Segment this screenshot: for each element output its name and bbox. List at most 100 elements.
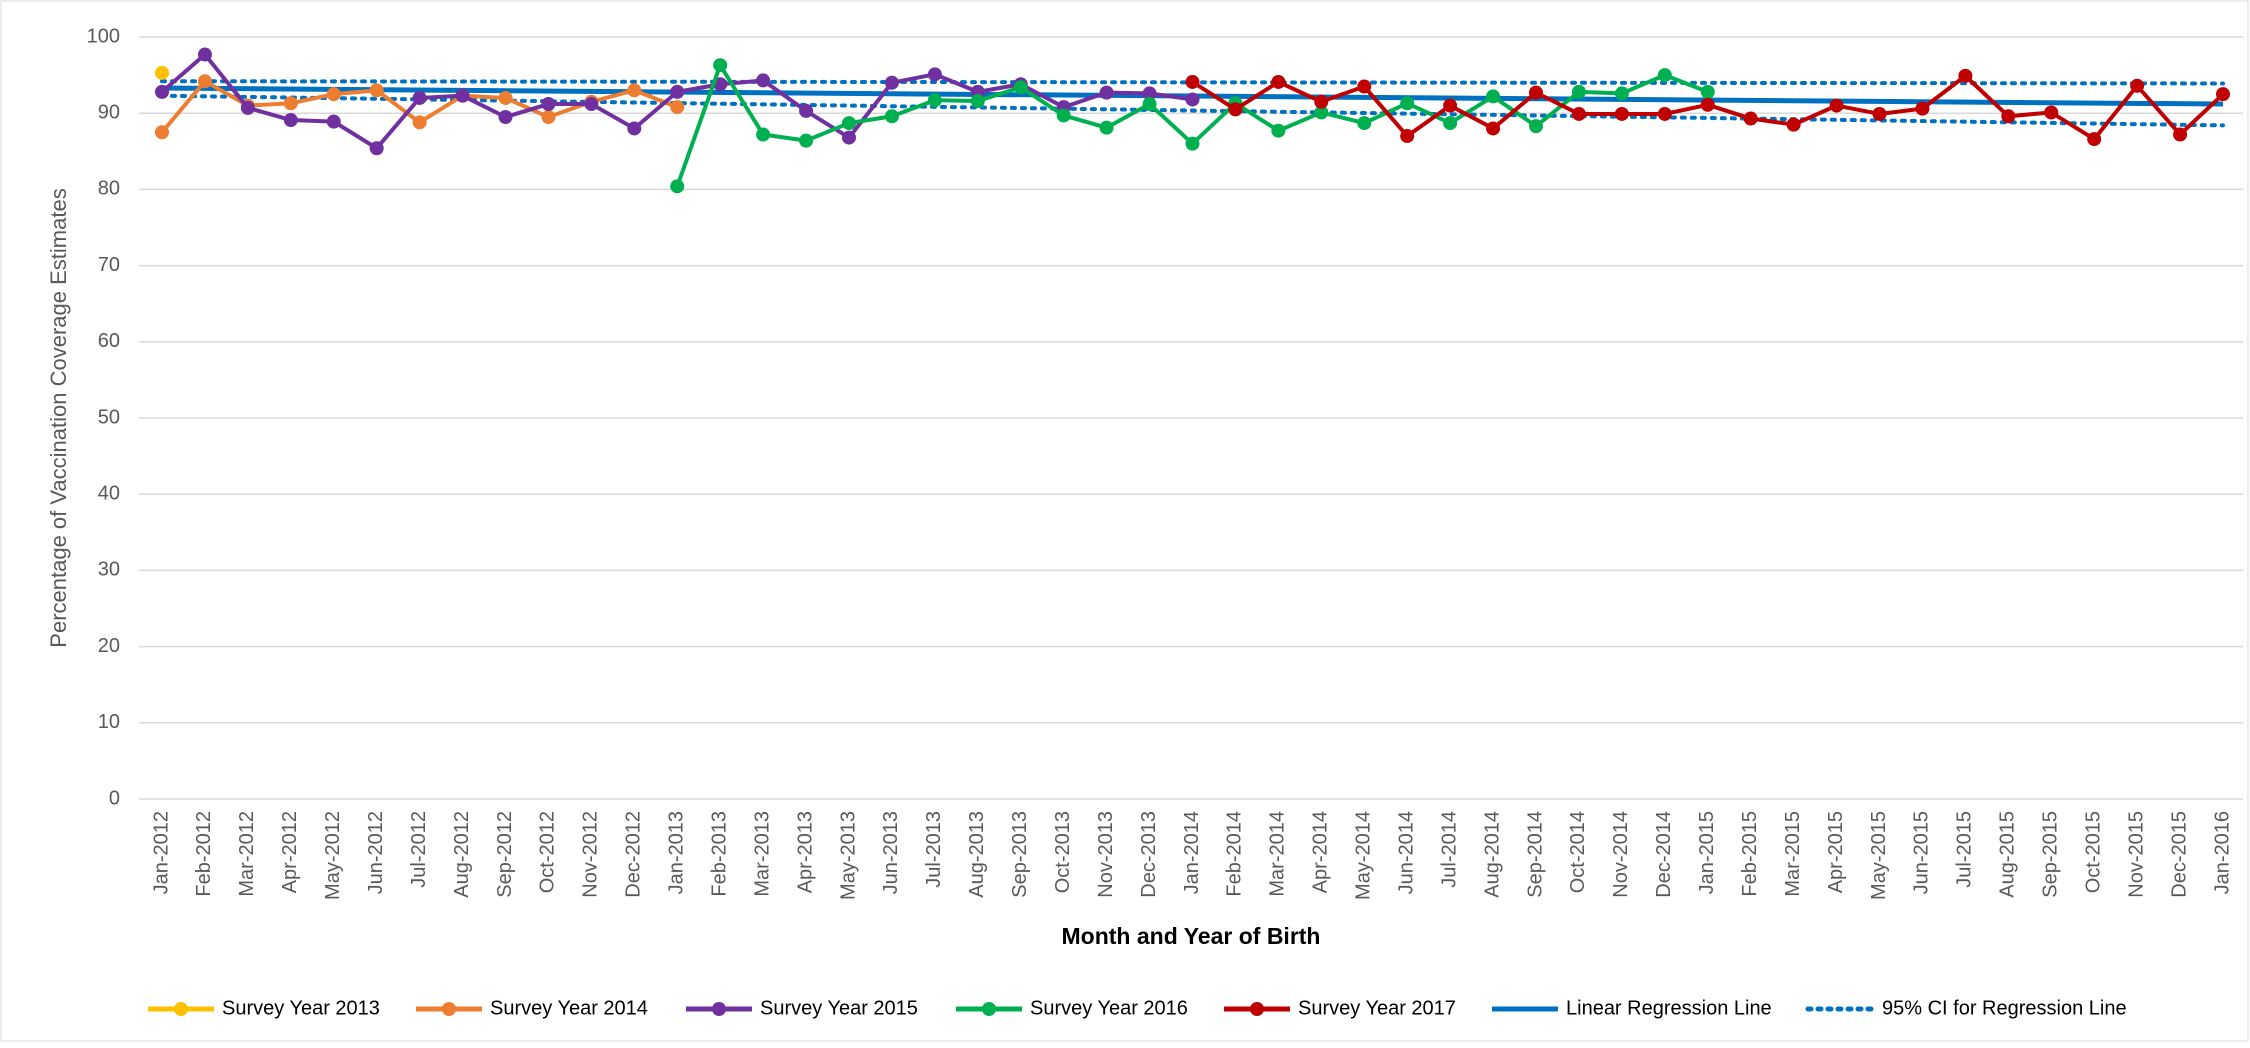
data-point <box>1056 108 1071 123</box>
data-point <box>155 84 169 99</box>
x-tick-label: Aug-2013 <box>966 811 988 898</box>
data-point <box>155 65 169 80</box>
data-point <box>2001 109 2016 124</box>
data-point <box>1357 116 1372 131</box>
x-tick-label: Jun-2012 <box>365 811 387 894</box>
data-point <box>927 93 942 108</box>
data-point <box>2044 105 2059 120</box>
x-tick-label: Dec-2014 <box>1653 811 1675 898</box>
data-point <box>326 114 341 129</box>
x-tick-label: Jul-2013 <box>923 811 945 888</box>
data-point <box>326 87 341 102</box>
data-point <box>541 97 556 112</box>
data-point <box>1099 120 1114 135</box>
data-point <box>627 121 642 136</box>
y-axis-title: Percentage of Vaccination Coverage Estim… <box>46 188 71 647</box>
x-tick-label: May-2015 <box>1868 811 1890 900</box>
data-point <box>412 90 427 105</box>
data-point <box>1657 106 1672 121</box>
x-tick-label: Apr-2012 <box>279 811 301 893</box>
data-point <box>155 125 169 140</box>
data-point <box>197 47 212 62</box>
data-point <box>1443 116 1458 131</box>
data-point <box>1228 102 1243 117</box>
data-point <box>2216 87 2230 102</box>
x-axis-title: Month and Year of Birth <box>1062 923 1321 949</box>
data-point <box>884 109 899 124</box>
data-point <box>1915 101 1930 116</box>
x-tick-label: Nov-2012 <box>580 811 602 898</box>
x-tick-label: May-2012 <box>322 811 344 900</box>
x-tick-label: Sep-2013 <box>1009 811 1031 898</box>
legend-label: Survey Year 2013 <box>222 997 380 1019</box>
data-point <box>1099 85 1114 100</box>
x-tick-label: Sep-2014 <box>1524 811 1546 898</box>
data-point <box>1185 136 1200 151</box>
data-point <box>1657 68 1672 83</box>
data-point <box>240 100 255 115</box>
data-point <box>1142 97 1157 112</box>
data-point <box>970 94 985 109</box>
x-tick-label: Jul-2014 <box>1438 811 1460 888</box>
x-tick-label: Jan-2016 <box>2211 811 2233 894</box>
data-point <box>1400 129 1415 144</box>
x-tick-label: May-2013 <box>837 811 859 900</box>
x-tick-label: Apr-2014 <box>1310 811 1332 893</box>
y-tick-label: 70 <box>98 254 120 276</box>
data-point <box>1271 74 1286 89</box>
x-tick-label: Jun-2014 <box>1395 811 1417 894</box>
y-tick-label: 0 <box>109 787 120 809</box>
data-point <box>369 83 384 98</box>
data-point <box>627 83 642 98</box>
x-tick-label: Nov-2014 <box>1610 811 1632 898</box>
legend-label: Survey Year 2017 <box>1298 997 1456 1019</box>
x-tick-label: Nov-2013 <box>1095 811 1117 898</box>
data-point <box>1314 94 1329 109</box>
data-point <box>756 73 771 88</box>
legend-label: 95% CI for Regression Line <box>1882 997 2127 1019</box>
legend-marker <box>982 1002 996 1016</box>
x-tick-label: Nov-2015 <box>2125 811 2147 898</box>
y-tick-label: 50 <box>98 406 120 428</box>
x-tick-label: Feb-2013 <box>708 811 730 897</box>
data-point <box>283 113 298 128</box>
data-point <box>1314 105 1329 120</box>
data-point <box>799 133 814 148</box>
data-point <box>670 179 685 194</box>
legend-marker <box>1250 1002 1264 1016</box>
x-tick-label: Aug-2012 <box>451 811 473 898</box>
data-point <box>2087 132 2102 147</box>
x-tick-label: Jan-2015 <box>1696 811 1718 894</box>
data-point <box>1185 74 1200 89</box>
data-point <box>842 116 856 131</box>
x-tick-label: Oct-2014 <box>1567 811 1589 893</box>
x-tick-label: Aug-2015 <box>1997 811 2019 898</box>
data-point <box>1486 121 1501 136</box>
x-tick-label: May-2014 <box>1353 811 1375 900</box>
x-tick-label: Sep-2012 <box>494 811 516 898</box>
x-tick-label: Apr-2013 <box>794 811 816 893</box>
x-tick-label: Mar-2013 <box>751 811 773 897</box>
data-point <box>1958 68 1973 83</box>
x-tick-label: Jan-2014 <box>1181 811 1203 894</box>
x-tick-label: Jun-2015 <box>1911 811 1933 894</box>
legend-label: Survey Year 2014 <box>490 997 648 1019</box>
data-point <box>2130 78 2145 93</box>
data-point <box>1185 92 1200 107</box>
legend-label: Linear Regression Line <box>1566 997 1772 1019</box>
data-point <box>1013 80 1028 95</box>
data-point <box>584 97 599 112</box>
data-point <box>1743 111 1758 126</box>
y-tick-label: 20 <box>98 635 120 657</box>
y-tick-label: 100 <box>87 25 120 47</box>
y-tick-label: 10 <box>98 711 120 733</box>
x-tick-label: Sep-2015 <box>2040 811 2062 898</box>
x-tick-label: Feb-2014 <box>1224 811 1246 897</box>
x-tick-label: Dec-2013 <box>1138 811 1160 898</box>
x-tick-label: Dec-2015 <box>2168 811 2190 898</box>
data-point <box>1529 85 1543 100</box>
y-tick-label: 40 <box>98 482 120 504</box>
